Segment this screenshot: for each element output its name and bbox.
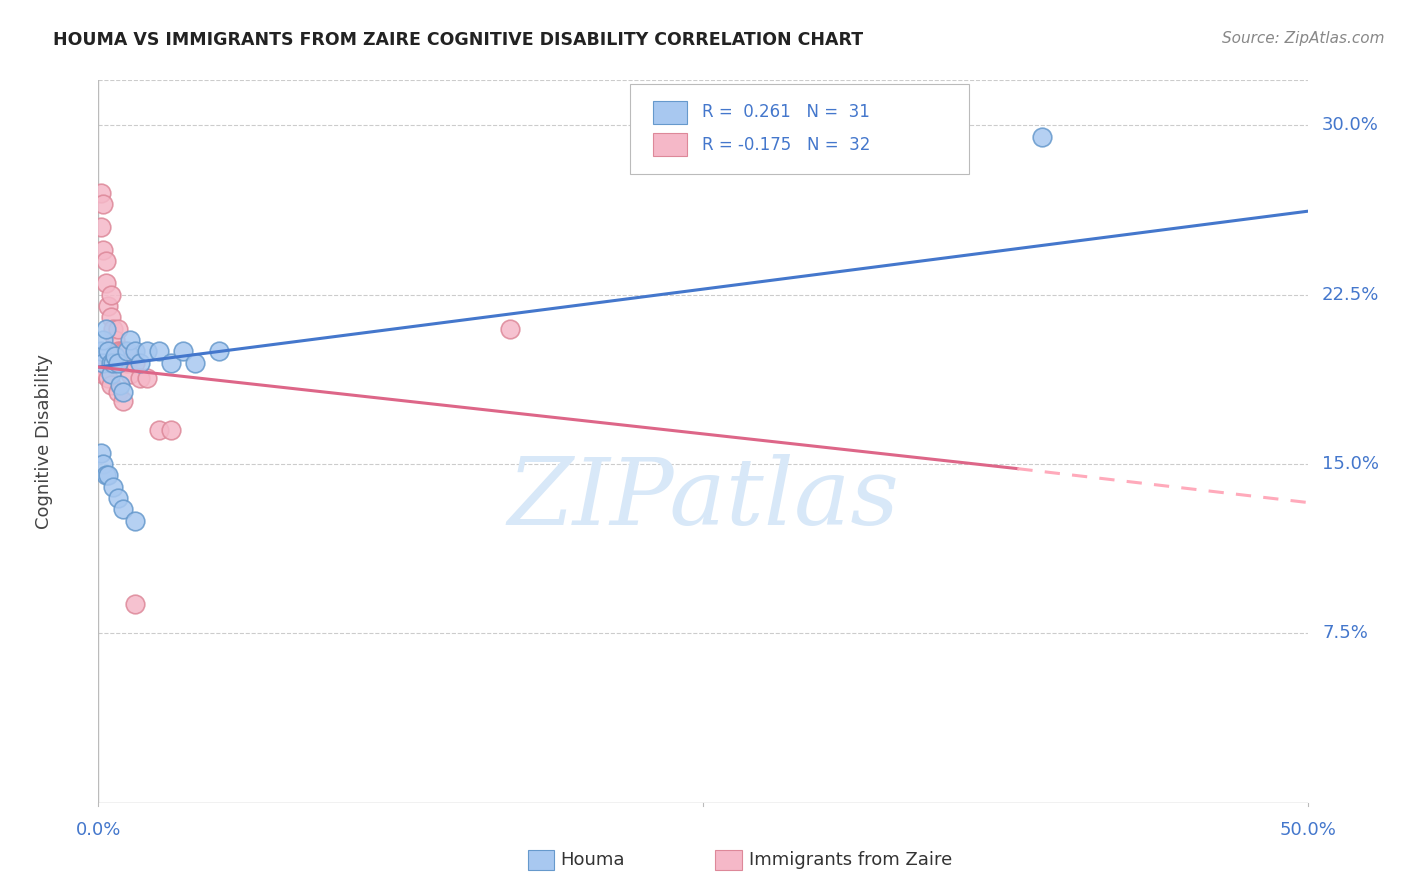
Point <box>108 344 131 359</box>
Point <box>107 355 129 369</box>
Point <box>1031 129 1053 144</box>
Point <box>111 344 134 359</box>
Point <box>128 371 150 385</box>
Point <box>135 344 157 359</box>
Text: 0.0%: 0.0% <box>76 821 121 838</box>
Point <box>97 344 120 359</box>
Point <box>128 355 150 369</box>
Text: Cognitive Disability: Cognitive Disability <box>35 354 53 529</box>
Point <box>94 367 117 381</box>
Point <box>100 367 122 381</box>
Point <box>148 344 170 359</box>
Text: Immigrants from Zaire: Immigrants from Zaire <box>749 851 952 869</box>
Point <box>124 355 146 369</box>
Text: ZIPatlas: ZIPatlas <box>508 454 898 544</box>
Point <box>107 491 129 505</box>
FancyBboxPatch shape <box>654 101 688 124</box>
Point <box>160 423 183 437</box>
Point <box>148 423 170 437</box>
Point <box>100 287 122 301</box>
Point <box>124 514 146 528</box>
Point <box>108 378 131 392</box>
Point <box>90 186 112 201</box>
Point <box>90 446 112 460</box>
Point <box>117 344 139 359</box>
Text: HOUMA VS IMMIGRANTS FROM ZAIRE COGNITIVE DISABILITY CORRELATION CHART: HOUMA VS IMMIGRANTS FROM ZAIRE COGNITIVE… <box>53 31 863 49</box>
Text: 50.0%: 50.0% <box>1279 821 1336 838</box>
Point <box>107 321 129 335</box>
Point <box>184 355 207 369</box>
Point <box>172 344 194 359</box>
Point <box>90 220 112 235</box>
Point <box>94 321 117 335</box>
Point <box>94 468 117 483</box>
FancyBboxPatch shape <box>527 850 554 870</box>
Point <box>100 310 122 325</box>
Point <box>117 355 139 369</box>
Point <box>111 384 134 399</box>
Point <box>124 344 146 359</box>
Point <box>118 333 141 347</box>
Point <box>498 321 520 335</box>
Point <box>94 253 117 268</box>
Point <box>208 344 231 359</box>
FancyBboxPatch shape <box>716 850 742 870</box>
Point <box>101 321 124 335</box>
Point <box>91 457 114 471</box>
Point <box>101 480 124 494</box>
Point <box>160 355 183 369</box>
Point <box>94 277 117 291</box>
Text: 7.5%: 7.5% <box>1322 624 1368 642</box>
Text: 15.0%: 15.0% <box>1322 455 1379 473</box>
Text: R = -0.175   N =  32: R = -0.175 N = 32 <box>702 136 870 153</box>
Point <box>90 344 112 359</box>
Point <box>111 502 134 516</box>
Point <box>100 378 122 392</box>
Point <box>91 355 114 369</box>
Point <box>90 355 112 369</box>
Point <box>118 367 141 381</box>
Point <box>107 384 129 399</box>
Point <box>104 349 127 363</box>
Point <box>97 299 120 313</box>
Text: Houma: Houma <box>561 851 624 869</box>
Point <box>100 355 122 369</box>
Point <box>111 393 134 408</box>
Text: 22.5%: 22.5% <box>1322 285 1379 304</box>
Text: Source: ZipAtlas.com: Source: ZipAtlas.com <box>1222 31 1385 46</box>
Point <box>97 468 120 483</box>
Point <box>104 333 127 347</box>
Point <box>101 355 124 369</box>
Text: 30.0%: 30.0% <box>1322 117 1379 135</box>
Point <box>124 597 146 611</box>
Point <box>135 371 157 385</box>
Point <box>91 367 114 381</box>
Point <box>114 344 136 359</box>
Point <box>97 371 120 385</box>
FancyBboxPatch shape <box>630 84 969 174</box>
Point <box>91 243 114 257</box>
Text: R =  0.261   N =  31: R = 0.261 N = 31 <box>702 103 870 121</box>
Point <box>91 197 114 211</box>
Point <box>91 333 114 347</box>
FancyBboxPatch shape <box>654 133 688 156</box>
Point <box>107 344 129 359</box>
